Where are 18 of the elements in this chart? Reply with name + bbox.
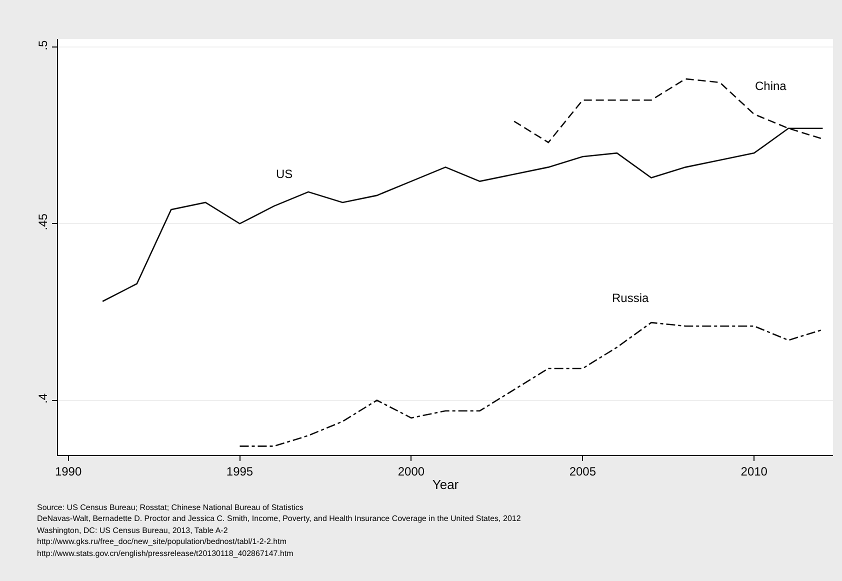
text: http://www.gks.ru/free_doc/new_site/population/bednost/tabl/1-2-2.htm (37, 537, 287, 546)
x-tick-label: 2010 (740, 464, 768, 478)
text: http://www.stats.gov.cn/english/pressrelease/t20130118_402867147.htm (37, 549, 294, 558)
x-tick-label: 2005 (569, 464, 596, 478)
x-axis-title: Year (432, 477, 460, 492)
series-label: China (755, 79, 787, 93)
text: Washington, DC: US Census Bureau, 2013, Table A-2 (37, 526, 228, 535)
source-note: Source: US Census Bureau; Rosstat; Chinese National Bureau of Statistics (37, 503, 304, 512)
y-tick-label: .5 (36, 40, 50, 50)
text: DeNavas-Walt, Bernadette D. Proctor and Jessica C. Smith, Income, Poverty, and Health Insurance Coverage in the United States, 2012 (37, 514, 522, 523)
y-tick-label: .4 (36, 393, 50, 404)
x-tick-label: 1995 (226, 464, 254, 478)
x-tick-label: 2000 (398, 464, 425, 478)
x-tick-label: 1990 (54, 464, 82, 478)
series-label: US (276, 167, 293, 181)
line-series (239, 322, 824, 447)
series-label: Russia (612, 291, 650, 305)
y-tick-label: .45 (36, 213, 50, 230)
